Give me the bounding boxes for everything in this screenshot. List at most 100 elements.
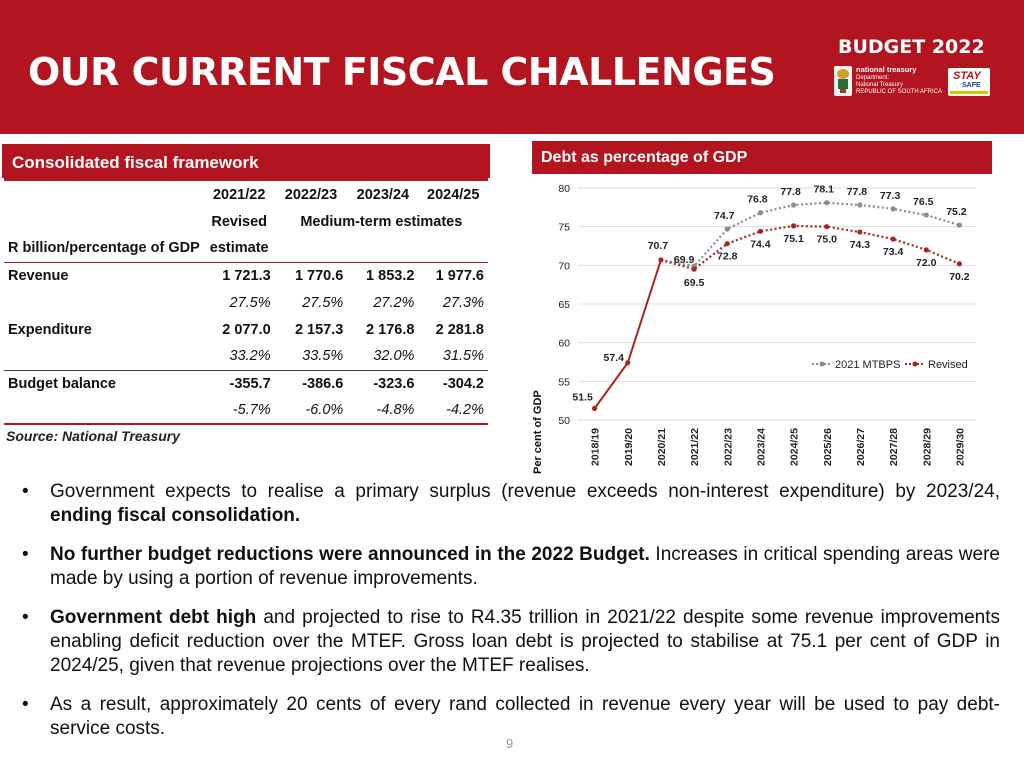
stay-safe-logo: STAY SAFE bbox=[948, 68, 990, 96]
coat-of-arms-icon bbox=[834, 66, 852, 96]
data-label-revised: 57.4 bbox=[604, 352, 625, 364]
table-cell: -6.0% bbox=[274, 397, 348, 425]
data-point-mtbps bbox=[724, 226, 730, 232]
bullet-dot: • bbox=[22, 544, 29, 565]
bullet-dot: • bbox=[22, 607, 29, 628]
table-source: Source: National Treasury bbox=[6, 428, 181, 444]
fiscal-framework-heading: Consolidated fiscal framework bbox=[2, 144, 490, 178]
data-label-revised: 74.4 bbox=[750, 238, 771, 250]
table-row: Expenditure 2 077.0 2 157.3 2 176.8 2 28… bbox=[4, 316, 488, 343]
data-label-mtbps: 75.2 bbox=[946, 206, 967, 218]
data-label-revised: 69.5 bbox=[684, 277, 705, 289]
table-cell: 33.2% bbox=[229, 348, 271, 365]
bullet-bold: ending fiscal consolidation. bbox=[50, 505, 301, 526]
table-cell: -4.2% bbox=[418, 397, 488, 425]
nt-name: national treasury bbox=[856, 65, 917, 74]
data-label-mtbps: 78.1 bbox=[814, 184, 835, 196]
col-subheader: estimate bbox=[203, 235, 275, 263]
col-header: 2022/23 bbox=[284, 186, 338, 203]
data-point-revised bbox=[658, 257, 664, 263]
table-cell: 32.0% bbox=[373, 348, 415, 365]
bullet-bold: No further budget reductions were announ… bbox=[50, 544, 650, 565]
page-number: 9 bbox=[506, 736, 514, 751]
x-tick-label: 2020/21 bbox=[656, 428, 668, 466]
x-tick-label: 2026/27 bbox=[855, 428, 867, 466]
data-point-revised bbox=[625, 360, 631, 366]
table-cell: 2 176.8 bbox=[366, 321, 415, 338]
header-band: OUR CURRENT FISCAL CHALLENGES BUDGET 202… bbox=[0, 0, 1024, 134]
bullet-bold: Government debt high bbox=[50, 607, 257, 628]
table-header-row: R billion/percentage of GDP estimate bbox=[4, 235, 488, 263]
row-label: Budget balance bbox=[4, 369, 204, 397]
legend-label-revised: Revised bbox=[928, 359, 968, 371]
data-point-revised bbox=[790, 223, 797, 229]
debt-chart-svg: 50 55 60 65 70 75 80 2018/19 2019/20 2020/21 2021/… bbox=[558, 183, 976, 466]
table-row: 27.5% 27.5% 27.2% 27.3% bbox=[4, 289, 488, 316]
data-point-revised bbox=[890, 236, 896, 242]
national-treasury-logo: national treasury Department: National T… bbox=[856, 66, 942, 96]
bullet-item: • As a result, approximately 20 cents of… bbox=[22, 693, 1000, 741]
series-line-mtbps bbox=[660, 201, 960, 268]
table-cell: -355.7 bbox=[203, 369, 275, 397]
legend-label-mtbps: 2021 MTBPS bbox=[835, 359, 900, 371]
data-label-revised: 74.3 bbox=[850, 239, 871, 251]
data-label-mtbps: 77.8 bbox=[780, 186, 801, 198]
y-tick-label: 75 bbox=[558, 222, 570, 234]
col-header: 2024/25 bbox=[427, 186, 480, 203]
x-tick-label: 2018/19 bbox=[590, 428, 602, 466]
bullet-item: • Government expects to realise a primar… bbox=[22, 480, 1000, 528]
logo-strip: national treasury Department: National T… bbox=[828, 64, 992, 102]
fiscal-framework-table: 2021/22 2022/23 2023/24 2024/25 Revised … bbox=[4, 178, 488, 425]
budget-brand: BUDGET 2022 bbox=[838, 36, 985, 58]
table-cell: 1 977.6 bbox=[435, 267, 484, 284]
nt-line3: National Treasury bbox=[856, 82, 904, 88]
table-row: 33.2% 33.5% 32.0% 31.5% bbox=[4, 343, 488, 370]
y-tick-label: 80 bbox=[558, 183, 570, 195]
data-point-revised bbox=[857, 229, 863, 235]
data-label-revised: 75.1 bbox=[783, 233, 804, 245]
series-line-revised-projection bbox=[660, 224, 960, 271]
x-tick-label: 2029/30 bbox=[954, 428, 966, 466]
medium-term-span: Medium-term estimates bbox=[300, 213, 463, 230]
data-label-mtbps: 76.8 bbox=[747, 194, 768, 206]
data-label-revised: 75.0 bbox=[817, 234, 838, 246]
x-tick-label: 2027/28 bbox=[888, 428, 900, 466]
stay-safe-bar bbox=[950, 91, 988, 94]
table-cell: 27.2% bbox=[373, 294, 415, 311]
debt-chart: 50 55 60 65 70 75 80 2018/19 2019/20 2020/21 2021/… bbox=[532, 176, 992, 476]
data-point-mtbps bbox=[890, 206, 896, 212]
series-line-revised-actual bbox=[593, 259, 662, 409]
data-label-mtbps: 76.5 bbox=[913, 196, 934, 208]
data-point-mtbps bbox=[757, 210, 764, 216]
nt-line4: REPUBLIC OF SOUTH AFRICA bbox=[856, 89, 943, 95]
table-cell: -4.8% bbox=[347, 397, 419, 425]
row-label: Expenditure bbox=[8, 321, 92, 338]
x-tick-label: 2022/23 bbox=[722, 428, 734, 466]
page-title: OUR CURRENT FISCAL CHALLENGES bbox=[28, 50, 776, 94]
table-row: Revenue 1 721.3 1 770.6 1 853.2 1 977.6 bbox=[4, 262, 488, 289]
data-label-revised: 70.2 bbox=[949, 271, 970, 283]
safe-text: SAFE bbox=[962, 82, 981, 89]
table-cell: 31.5% bbox=[442, 348, 484, 365]
bullet-text: Government expects to realise a primary … bbox=[50, 481, 1000, 502]
bullet-dot: • bbox=[22, 481, 29, 502]
data-point-revised bbox=[824, 224, 830, 230]
table-header-row: 2021/22 2022/23 2023/24 2024/25 bbox=[4, 181, 488, 208]
x-tick-label: 2019/20 bbox=[623, 428, 635, 466]
y-tick-label: 70 bbox=[558, 260, 570, 272]
y-axis-label: Per cent of GDP bbox=[532, 390, 544, 474]
y-tick-label: 55 bbox=[558, 376, 570, 388]
table-cell: -5.7% bbox=[203, 397, 275, 425]
data-label-revised: 73.4 bbox=[883, 246, 904, 258]
col-header: 2023/24 bbox=[356, 186, 410, 203]
bullet-item: • No further budget reductions were anno… bbox=[22, 543, 1000, 591]
data-label-revised: 70.7 bbox=[648, 240, 669, 252]
bullet-dot: • bbox=[22, 694, 29, 715]
data-label-revised: 72.8 bbox=[717, 251, 738, 263]
col-header: 2021/22 bbox=[212, 186, 266, 203]
x-tick-label: 2025/26 bbox=[822, 428, 834, 466]
bullet-text: Increases in critical spending areas wer… bbox=[50, 544, 1000, 589]
table-cell: 33.5% bbox=[302, 348, 344, 365]
table-cell: -386.6 bbox=[274, 369, 348, 397]
data-point-revised bbox=[591, 405, 598, 411]
